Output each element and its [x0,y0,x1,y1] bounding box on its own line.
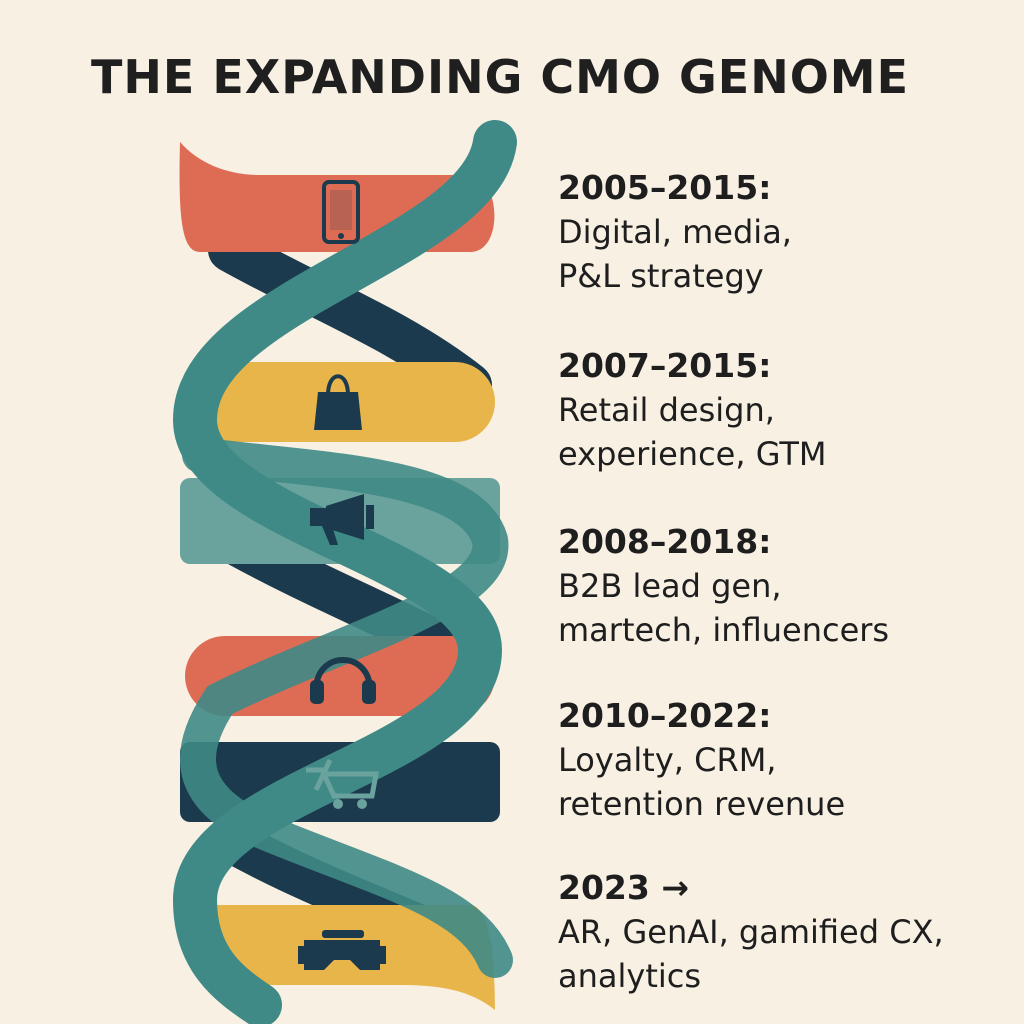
era-entry-2: 2007–2015: Retail design, experience, GT… [558,344,1008,476]
era-entry-3: 2008–2018: B2B lead gen, martech, influe… [558,520,1008,652]
era-description: Digital, media, P&L strategy [558,213,792,295]
era-entry-5: 2023 → AR, GenAI, gamified CX, analytics [558,866,1008,998]
era-entry-1: 2005–2015: Digital, media, P&L strategy [558,166,1008,298]
megaphone-icon [310,494,374,545]
era-description: B2B lead gen, martech, influencers [558,567,890,649]
dna-helix-illustration [172,120,517,1024]
era-period: 2007–2015: [558,346,772,385]
shopping-cart-icon [306,758,379,809]
helix-front-strand [179,437,513,978]
era-period: 2010–2022: [558,696,772,735]
era-period: 2023 → [558,868,689,907]
vr-headset-icon [298,930,386,970]
era-period: 2005–2015: [558,168,772,207]
era-description: Retail design, experience, GTM [558,391,827,473]
headphones-icon [310,657,376,704]
era-entry-4: 2010–2022: Loyalty, CRM, retention reven… [558,694,1008,826]
shopping-bag-icon [314,374,362,430]
smartphone-icon [322,180,360,244]
era-description: AR, GenAI, gamified CX, analytics [558,913,944,995]
era-description: Loyalty, CRM, retention revenue [558,741,846,823]
era-period: 2008–2018: [558,522,772,561]
page-title: THE EXPANDING CMO GENOME [91,50,909,104]
